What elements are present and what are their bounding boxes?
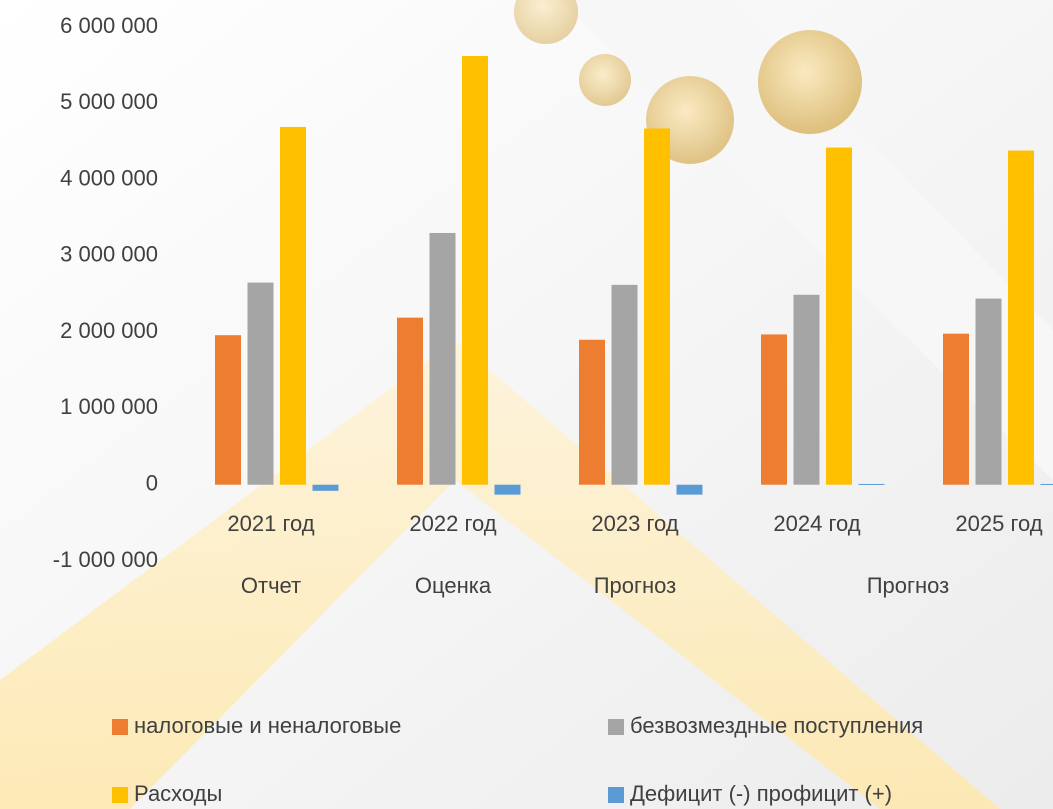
legend-label: Дефицит (-) профицит (+)	[630, 781, 892, 806]
y-tick-label: 3 000 000	[60, 242, 158, 267]
legend-label: Расходы	[134, 781, 222, 806]
x-tick-label: 2023 год	[591, 511, 678, 536]
bar	[1040, 483, 1053, 485]
bar	[826, 147, 852, 485]
y-tick-label: 0	[146, 471, 158, 496]
y-tick-label: -1 000 000	[53, 547, 158, 572]
decor-coin	[579, 54, 631, 106]
bar	[1008, 150, 1034, 485]
bar	[611, 284, 638, 485]
x-group-label: Прогноз	[867, 573, 950, 598]
legend-swatch	[112, 787, 128, 803]
y-tick-label: 2 000 000	[60, 318, 158, 343]
legend-label: безвозмездные поступления	[630, 713, 923, 738]
bar	[312, 484, 339, 491]
bar	[397, 317, 423, 485]
decor-chevron	[0, 340, 1000, 809]
bar	[858, 483, 885, 485]
x-tick-label: 2024 год	[773, 511, 860, 536]
x-group-label: Оценка	[415, 573, 492, 598]
bar	[761, 334, 787, 485]
legend-label: налоговые и неналоговые	[134, 713, 401, 738]
decor-coin	[514, 0, 578, 44]
bar	[975, 298, 1002, 485]
bar	[644, 128, 670, 485]
bar	[462, 55, 488, 485]
x-tick-label: 2021 год	[227, 511, 314, 536]
bar	[579, 339, 605, 485]
bar	[943, 333, 969, 485]
bar	[494, 484, 521, 495]
bar	[215, 335, 241, 485]
legend-swatch	[608, 719, 624, 735]
x-tick-label: 2022 год	[409, 511, 496, 536]
decor-coin	[758, 30, 862, 134]
bar	[280, 126, 306, 485]
bar	[247, 282, 274, 485]
legend-swatch	[608, 787, 624, 803]
y-tick-label: 6 000 000	[60, 13, 158, 38]
bar	[676, 484, 703, 495]
legend-swatch	[112, 719, 128, 735]
x-group-label: Отчет	[241, 573, 301, 598]
y-tick-label: 4 000 000	[60, 165, 158, 190]
x-group-label: Прогноз	[594, 573, 677, 598]
y-tick-label: 5 000 000	[60, 89, 158, 114]
x-tick-label: 2025 год	[955, 511, 1042, 536]
y-tick-label: 1 000 000	[60, 394, 158, 419]
bar	[793, 294, 820, 485]
bar	[429, 232, 456, 485]
